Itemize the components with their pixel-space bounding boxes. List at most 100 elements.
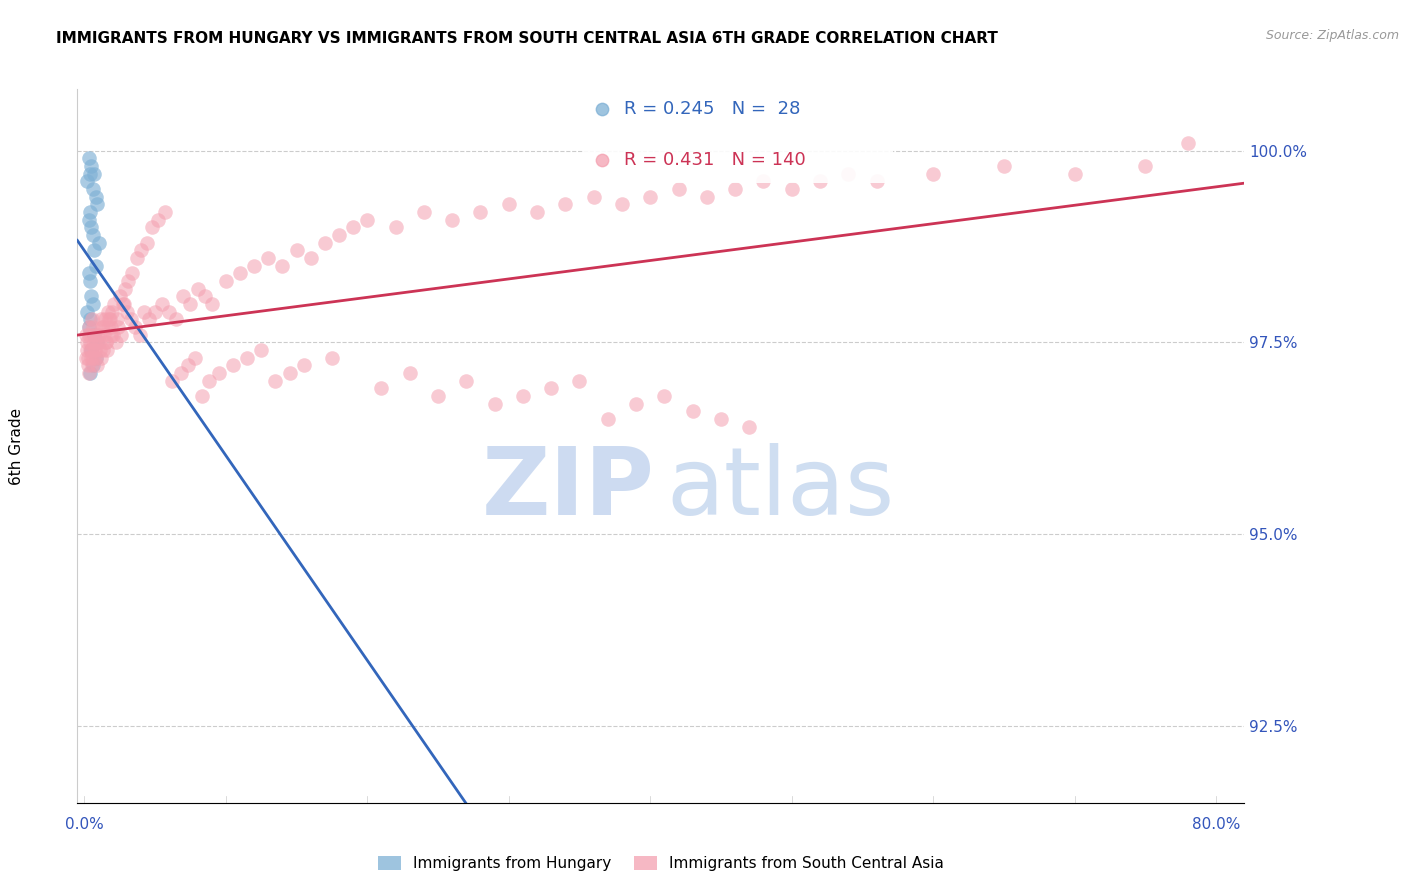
Point	[135, 235, 157, 250]
Point	[922, 167, 945, 181]
Point	[82, 351, 104, 365]
Point	[96, 343, 118, 357]
Point	[87, 235, 110, 250]
Point	[79, 274, 101, 288]
Point	[89, 343, 111, 357]
Point	[229, 266, 252, 280]
Point	[150, 297, 173, 311]
Point	[208, 366, 231, 380]
Point	[87, 335, 110, 350]
Point	[526, 205, 548, 219]
Point	[82, 182, 104, 196]
Point	[105, 312, 128, 326]
Point	[86, 327, 108, 342]
Point	[321, 351, 343, 365]
Point	[80, 343, 103, 357]
Point	[110, 327, 132, 342]
Point	[128, 327, 150, 342]
Point	[165, 312, 187, 326]
Point	[79, 312, 101, 326]
Point	[356, 212, 378, 227]
Point	[141, 220, 163, 235]
Point	[668, 182, 690, 196]
Point	[176, 359, 198, 373]
Point	[194, 289, 217, 303]
Point	[271, 259, 294, 273]
Point	[77, 151, 100, 165]
Point	[83, 343, 105, 357]
Point	[80, 359, 103, 373]
Point	[82, 320, 104, 334]
Point	[456, 374, 478, 388]
Point	[100, 320, 122, 334]
Point	[250, 343, 273, 357]
Point	[427, 389, 450, 403]
Point	[84, 259, 107, 273]
Text: ZIP: ZIP	[482, 442, 655, 535]
Point	[384, 220, 406, 235]
Point	[79, 327, 101, 342]
Point	[96, 335, 118, 350]
Point	[264, 374, 287, 388]
Point	[121, 266, 143, 280]
Point	[314, 235, 336, 250]
Point	[837, 167, 859, 181]
Point	[498, 197, 520, 211]
Point	[125, 251, 148, 265]
Point	[82, 359, 104, 373]
Point	[93, 327, 115, 342]
Point	[278, 366, 301, 380]
Point	[83, 167, 105, 181]
Point	[77, 266, 100, 280]
Point	[470, 205, 492, 219]
Point	[112, 297, 135, 311]
Point	[93, 343, 115, 357]
Point	[1135, 159, 1157, 173]
Point	[100, 327, 122, 342]
Point	[738, 419, 761, 434]
Point	[84, 335, 107, 350]
Point	[191, 389, 214, 403]
Point	[86, 197, 108, 211]
Point	[77, 320, 100, 334]
Point	[198, 374, 221, 388]
Point	[89, 327, 111, 342]
Point	[86, 335, 108, 350]
Point	[201, 297, 224, 311]
Point	[94, 335, 117, 350]
Point	[398, 366, 420, 380]
Point	[76, 304, 98, 318]
Point	[75, 327, 97, 342]
Point	[79, 167, 101, 181]
Point	[97, 304, 120, 318]
Point	[724, 182, 747, 196]
Point	[1177, 136, 1199, 150]
Point	[780, 182, 803, 196]
Point	[79, 343, 101, 357]
Point	[79, 205, 101, 219]
Point	[187, 282, 209, 296]
Point	[91, 320, 114, 334]
Point	[111, 297, 134, 311]
Point	[98, 312, 121, 326]
Point	[292, 359, 315, 373]
Point	[86, 359, 108, 373]
Point	[76, 335, 98, 350]
Point	[84, 343, 107, 357]
Point	[103, 297, 125, 311]
Point	[80, 159, 103, 173]
Point	[596, 412, 619, 426]
Text: R = 0.245   N =  28: R = 0.245 N = 28	[624, 100, 800, 118]
Text: 0.0%: 0.0%	[65, 816, 104, 831]
Point	[83, 335, 105, 350]
Point	[257, 251, 280, 265]
Point	[179, 297, 201, 311]
Point	[82, 297, 104, 311]
Point	[97, 320, 120, 334]
Point	[84, 351, 107, 365]
Point	[91, 320, 114, 334]
Point	[215, 274, 238, 288]
Point	[83, 327, 105, 342]
Point	[90, 312, 112, 326]
Point	[568, 374, 591, 388]
